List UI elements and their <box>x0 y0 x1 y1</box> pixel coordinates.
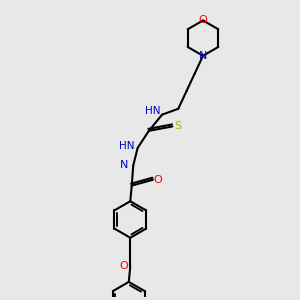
Text: HN: HN <box>145 106 160 116</box>
Text: N: N <box>199 51 207 61</box>
Text: O: O <box>154 175 163 185</box>
Text: O: O <box>199 15 207 26</box>
Text: HN: HN <box>118 142 134 152</box>
Text: O: O <box>119 261 128 271</box>
Text: S: S <box>174 122 181 131</box>
Text: N: N <box>119 160 128 170</box>
